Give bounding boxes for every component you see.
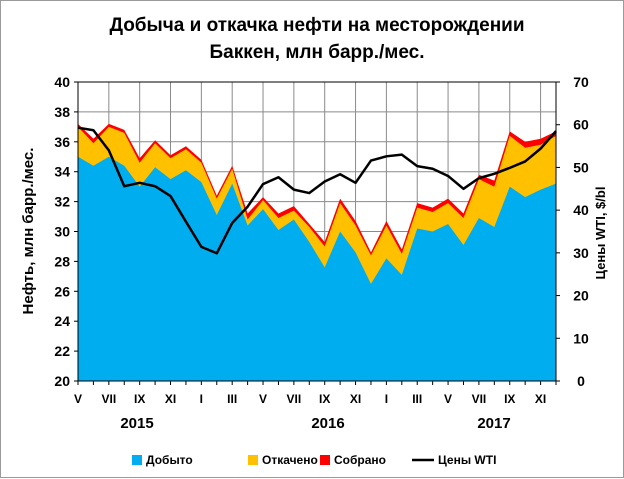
x-tick-label: V [74, 392, 82, 406]
legend-swatch [248, 455, 258, 465]
y-tick-label: 36 [54, 134, 70, 150]
year-label: 2015 [120, 415, 153, 432]
x-tick-label: I [385, 392, 388, 406]
y2-tick-label: 60 [573, 117, 589, 133]
x-tick-label: XI [535, 392, 546, 406]
x-tick-label: V [444, 392, 452, 406]
x-tick-label: XI [350, 392, 361, 406]
y-tick-label: 40 [54, 74, 70, 90]
year-label: 2016 [311, 415, 344, 432]
y-tick-label: 38 [54, 104, 70, 120]
x-tick-label: III [412, 392, 422, 406]
x-tick-label: IX [134, 392, 145, 406]
x-tick-label: XI [165, 392, 176, 406]
x-tick-label: VII [472, 392, 487, 406]
y-tick-label: 20 [54, 373, 70, 389]
legend-label: Добыто [146, 453, 193, 467]
legend-label: Откачено [262, 453, 318, 467]
y-tick-label: 28 [54, 253, 70, 269]
y2-tick-label: 20 [573, 288, 589, 304]
x-tick-label: IX [504, 392, 515, 406]
legend-label: Цены WTI [438, 453, 496, 467]
y2-tick-label: 0 [577, 373, 585, 389]
y-axis-label: Нефть, млн барр./мес. [20, 148, 37, 315]
x-tick-label: VII [287, 392, 302, 406]
area-layer [78, 123, 556, 382]
y2-tick-label: 50 [573, 159, 589, 175]
area-series-0 [78, 156, 556, 381]
y-tick-label: 26 [54, 283, 70, 299]
y2-tick-label: 30 [573, 245, 589, 261]
y-tick-label: 34 [54, 164, 70, 180]
legend-swatch [320, 455, 330, 465]
x-tick-label: V [259, 392, 267, 406]
y-tick-label: 24 [54, 313, 70, 329]
line-series-wti [77, 126, 557, 255]
y2-tick-label: 10 [573, 330, 589, 346]
y2-tick-label: 40 [573, 202, 589, 218]
y-tick-label: 32 [54, 194, 70, 210]
y2-axis-label: Цены WTI, $/bl [593, 187, 608, 280]
legend-label: Собрано [334, 453, 386, 467]
x-tick-label: III [227, 392, 237, 406]
chart-title-line2: Баккен, млн барр./мес. [209, 42, 424, 63]
y-tick-label: 22 [54, 343, 70, 359]
y2-tick-label: 70 [573, 74, 589, 90]
line-layer [77, 126, 557, 255]
x-tick-label: I [200, 392, 203, 406]
legend-swatch [132, 455, 142, 465]
x-tick-label: IX [319, 392, 330, 406]
x-tick-label: VII [102, 392, 117, 406]
y-tick-label: 30 [54, 224, 70, 240]
year-label: 2017 [477, 415, 510, 432]
legend: Добыто Откачено Собрано Цены WTI [132, 453, 496, 467]
chart-title-line1: Добыча и откачка нефти на месторождении [109, 15, 524, 36]
